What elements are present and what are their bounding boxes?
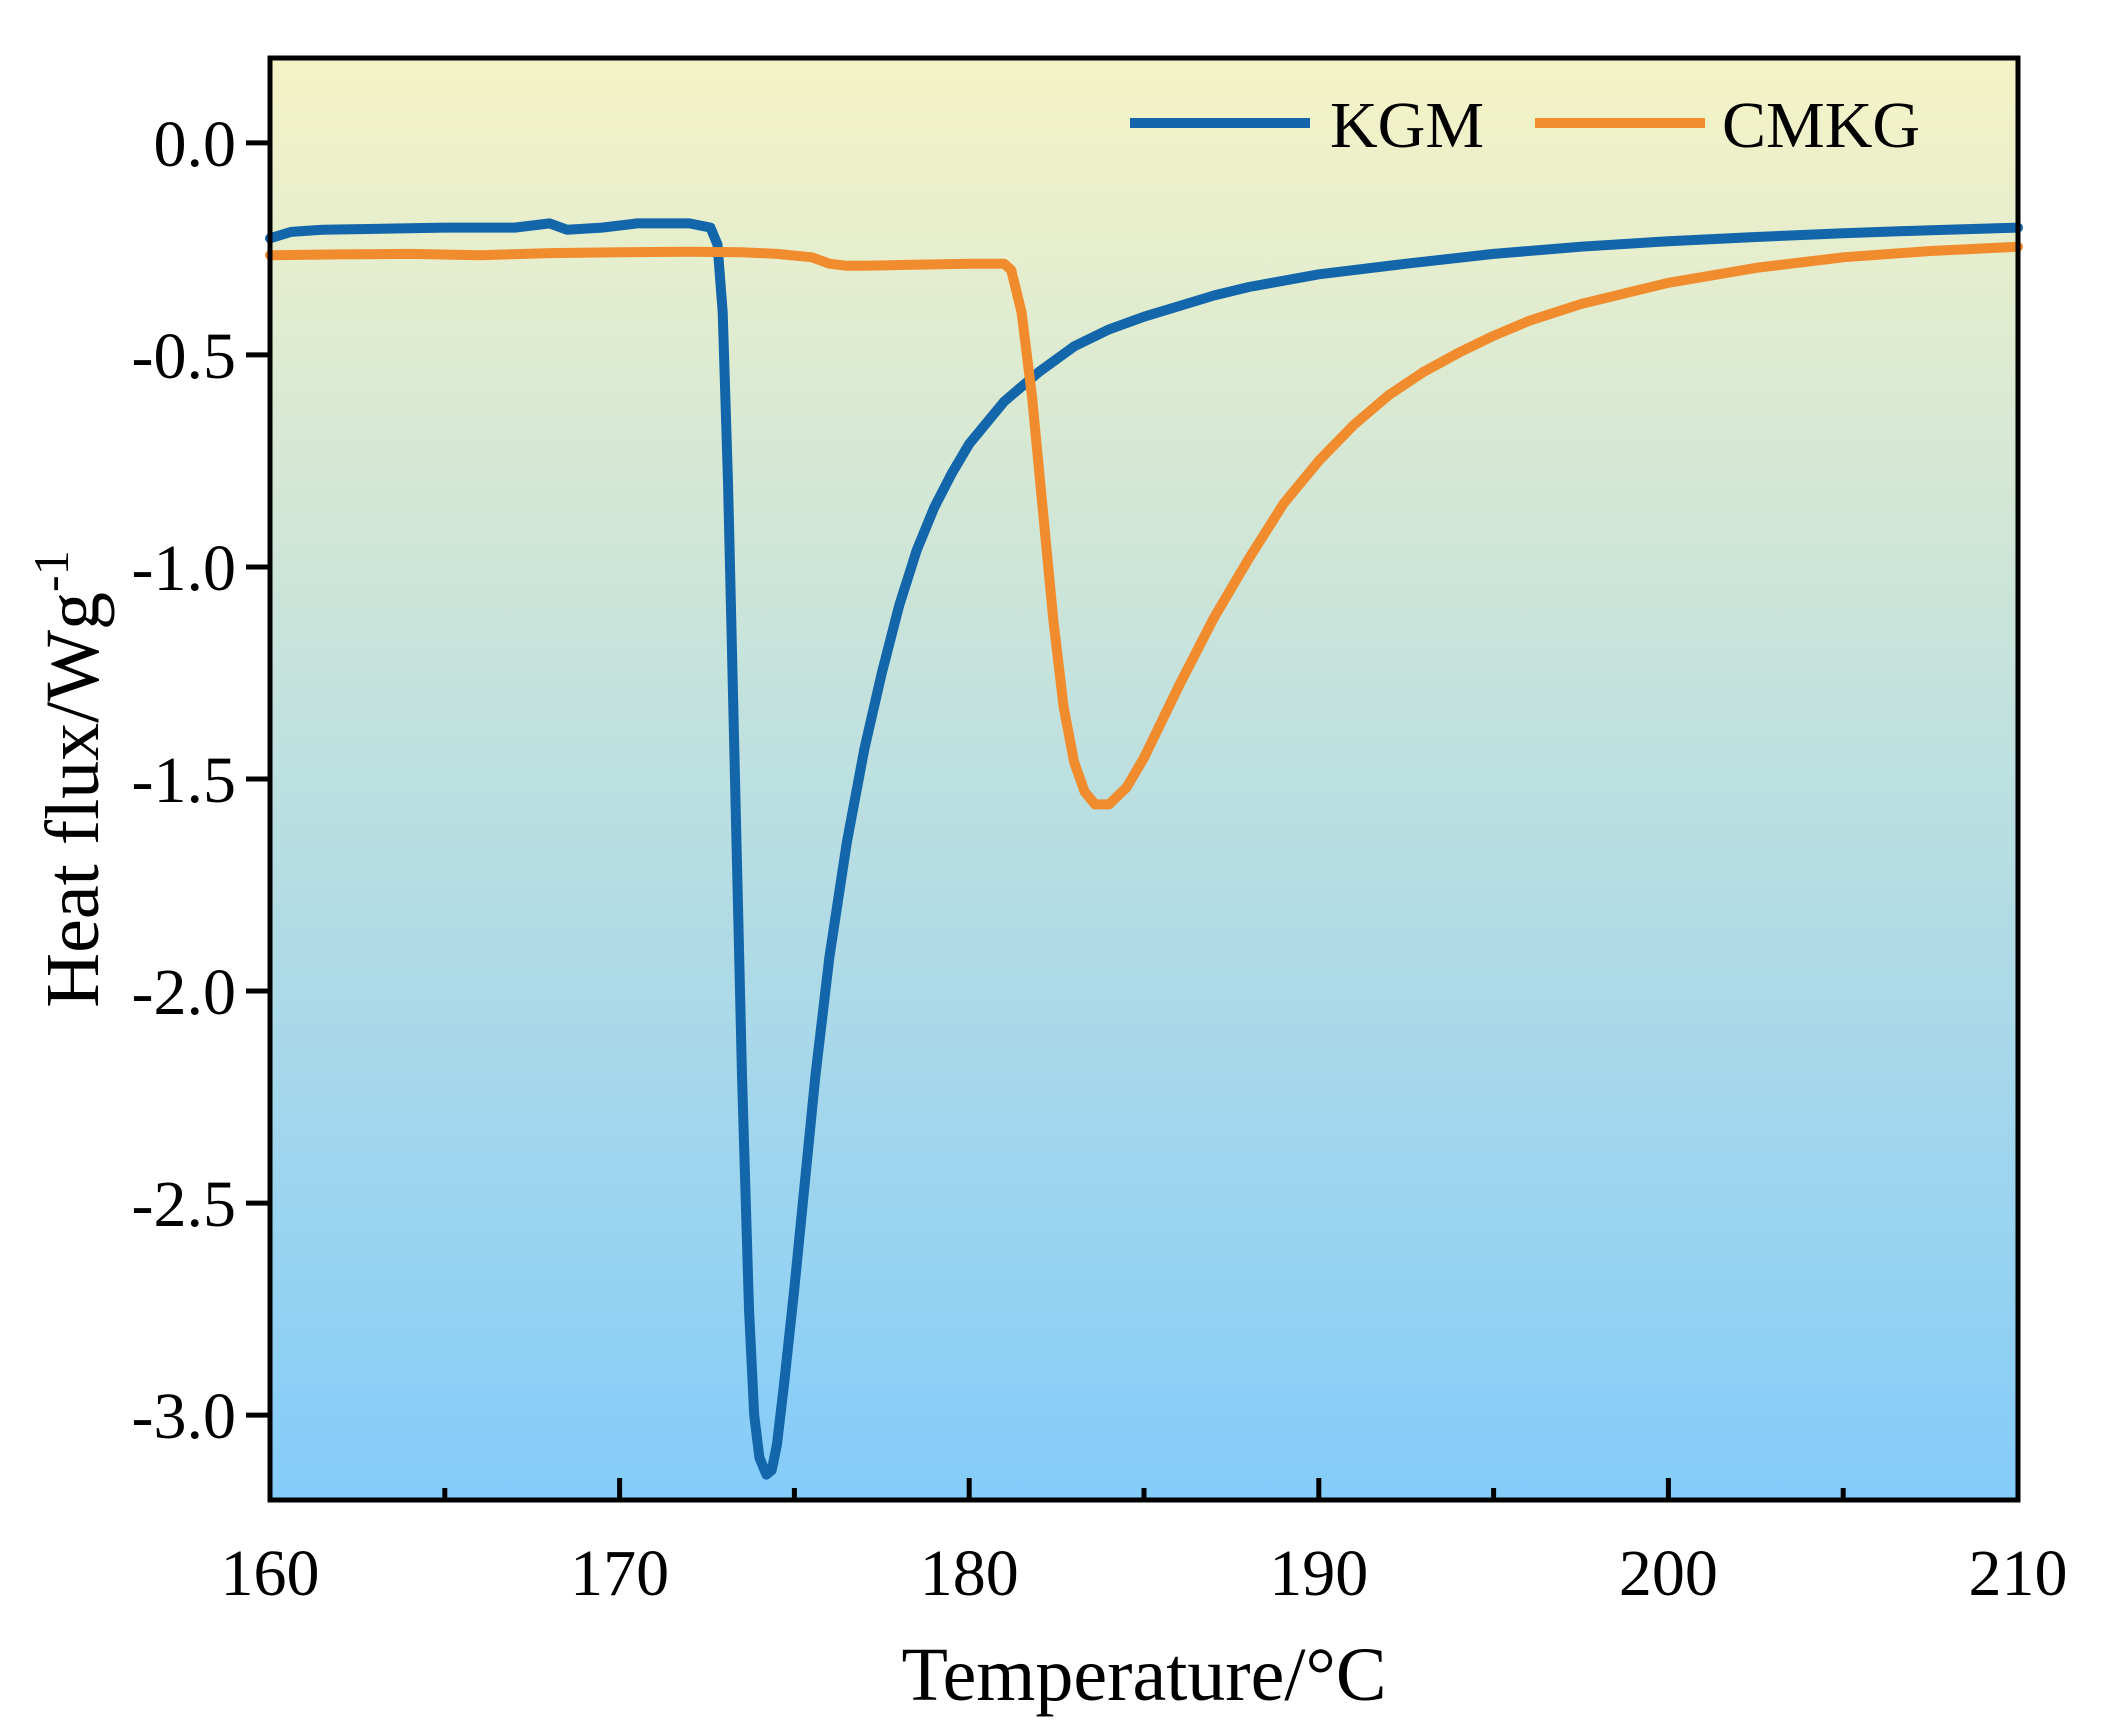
x-tick-label: 200 [1619,1537,1718,1610]
x-axis-ticks: 160 170 180 190 200 210 [221,1478,2068,1610]
y-tick-label: -2.5 [132,1168,236,1241]
series-line-kgm [265,218,2023,1480]
y-tick-label: 0.0 [154,108,237,181]
x-tick-label: 170 [570,1537,669,1610]
series-layer [265,218,2023,1480]
y-tick-label: -1.5 [132,744,236,817]
x-tick-label: 190 [1269,1537,1368,1610]
y-tick-label: -2.0 [132,956,236,1029]
y-axis-title-main: Heat flux/Wg [31,592,115,1008]
y-axis-title: Heat flux/Wg-1 [23,550,115,1007]
legend: KGM CMKG [1130,89,1920,162]
x-axis-title: Temperature/°C [901,1633,1386,1717]
legend-label-cmkg: CMKG [1722,89,1920,162]
plot-frame [267,55,2021,1503]
y-tick-label: -0.5 [132,320,236,393]
y-axis-ticks: 0.0 -0.5 -1.0 -1.5 -2.0 -2.5 -3.0 [132,108,270,1453]
plot-background [270,58,2018,1500]
y-tick-label: -1.0 [132,532,236,605]
x-tick-label: 160 [221,1537,320,1610]
series-line-cmkg [265,241,2023,810]
x-tick-label: 180 [920,1537,1019,1610]
y-tick-label: -3.0 [132,1380,236,1453]
legend-label-kgm: KGM [1330,89,1484,162]
x-tick-label: 210 [1969,1537,2068,1610]
y-axis-title-superscript: -1 [23,550,79,592]
